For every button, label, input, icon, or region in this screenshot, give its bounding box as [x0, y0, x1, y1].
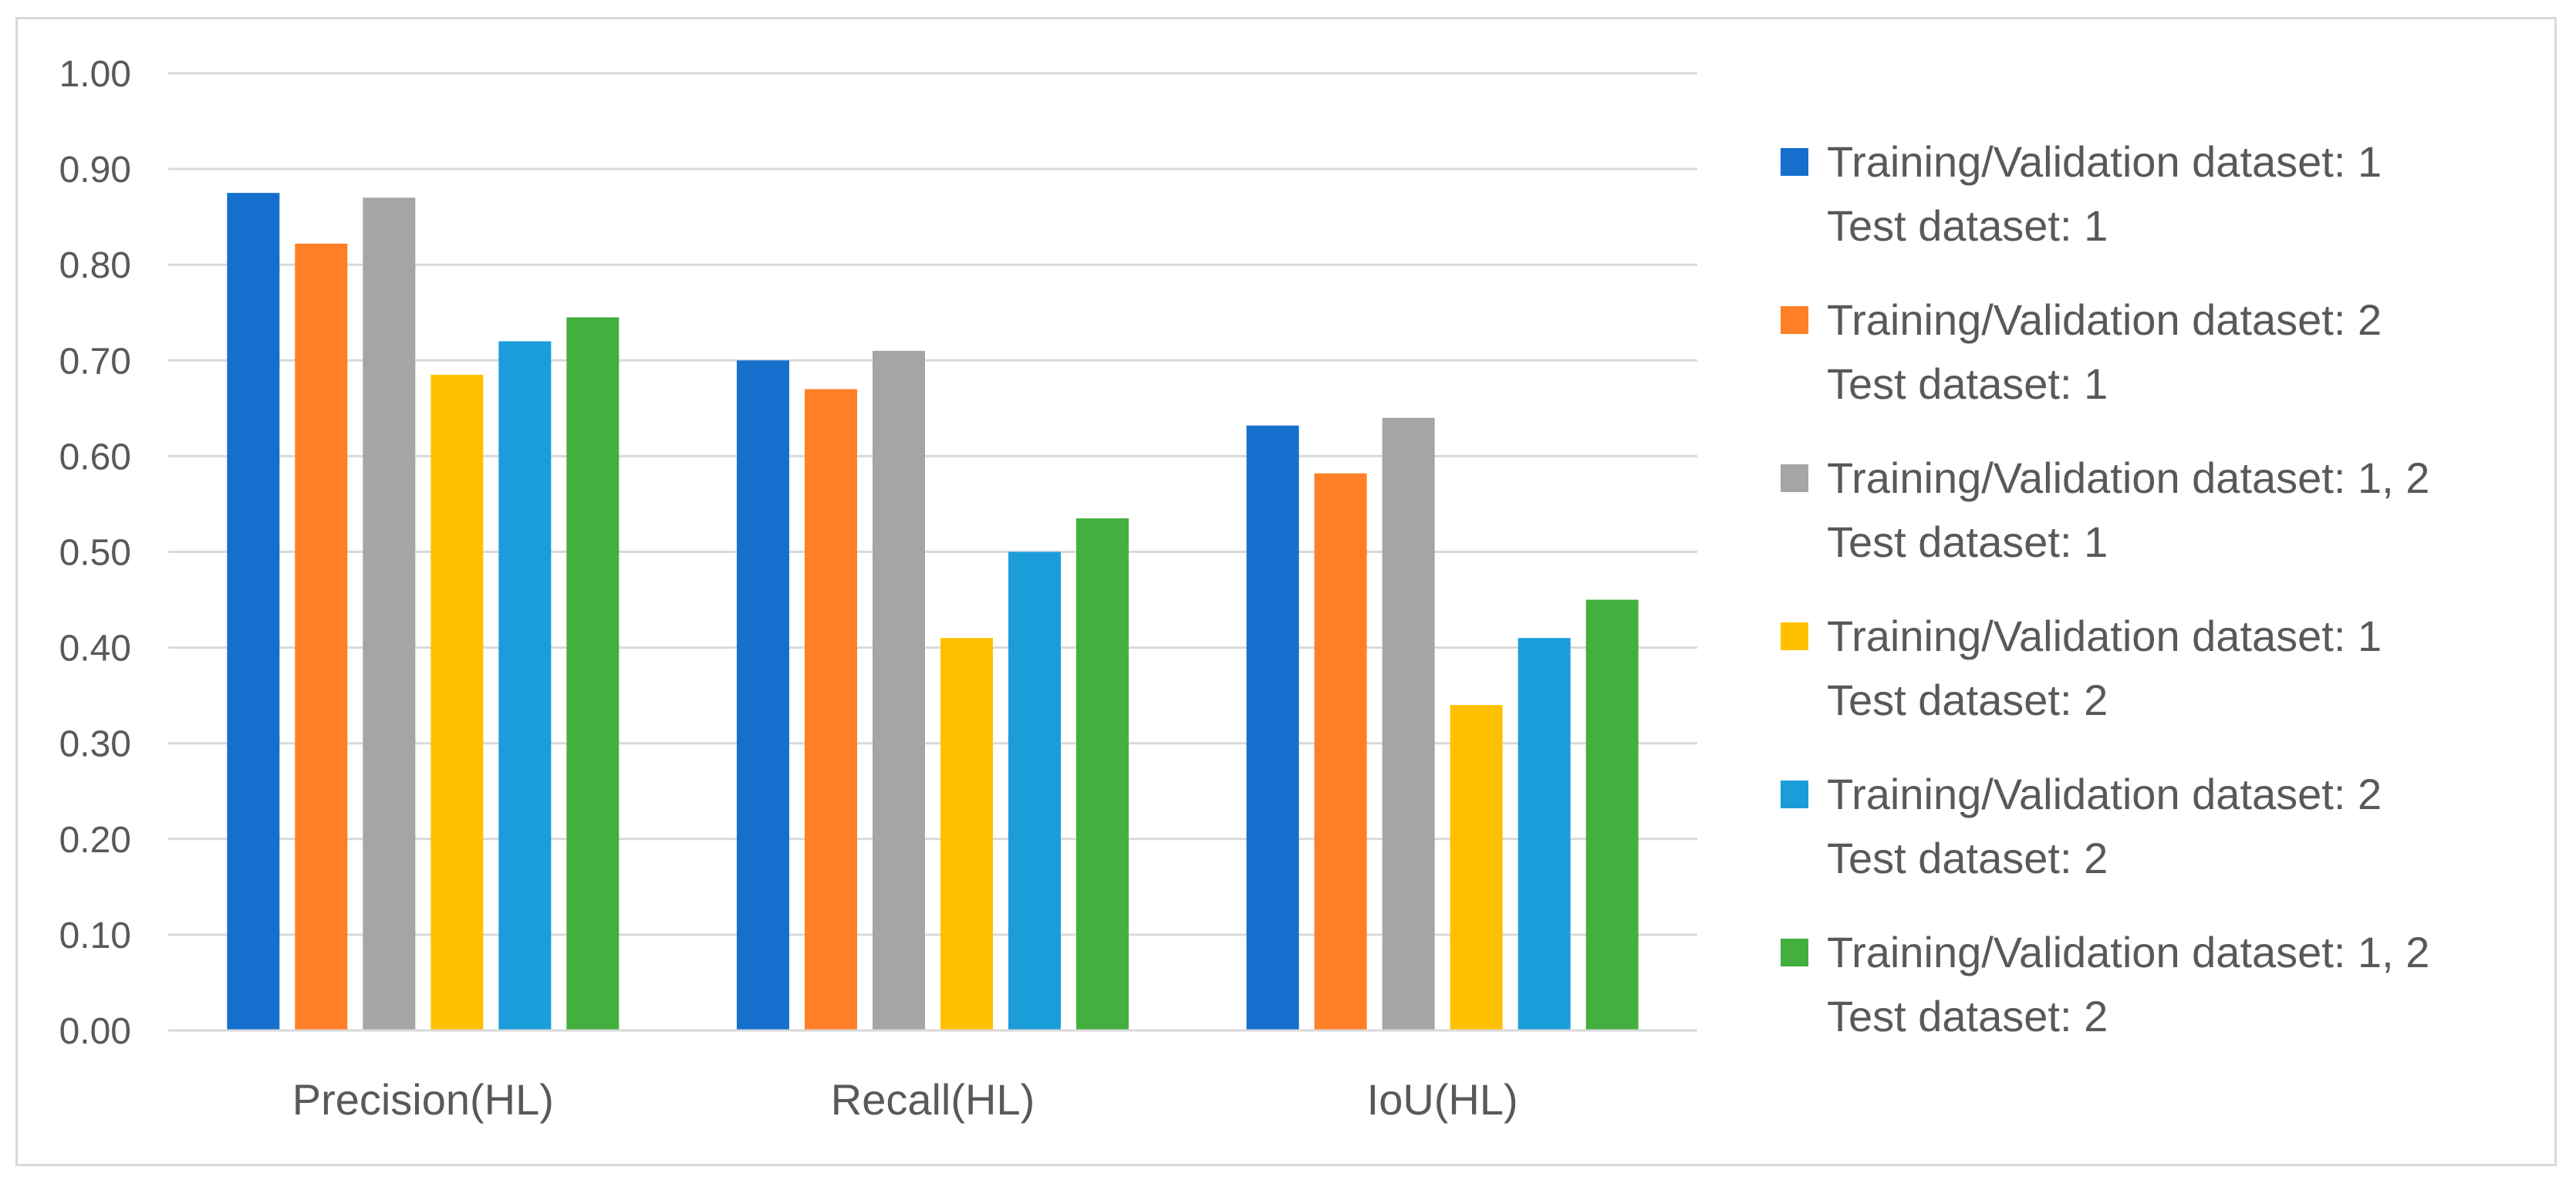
x-category-label: IoU(HL) [1367, 1075, 1518, 1124]
bar-3-1 [1246, 425, 1299, 1030]
y-tick-label: 0.00 [59, 1011, 131, 1052]
y-tick-label: 1.00 [59, 54, 131, 95]
y-tick-label: 0.40 [59, 629, 131, 669]
legend-label-line2: Test dataset: 2 [1827, 676, 2108, 724]
legend-swatch [1781, 781, 1808, 808]
bar-2-4 [940, 638, 993, 1030]
legend-item: Training/Validation dataset: 2 Test datas… [1781, 295, 2382, 408]
x-category-label: Recall(HL) [831, 1075, 1035, 1124]
bar-1-4 [430, 374, 484, 1030]
y-tick-label: 0.60 [59, 437, 131, 477]
bar-1-3 [363, 197, 416, 1031]
x-axis: Precision(HL) Recall(HL) IoU(HL) [168, 1029, 1697, 1124]
legend-label-line2: Test dataset: 2 [1827, 834, 2108, 882]
y-tick-label: 0.10 [59, 916, 131, 956]
y-tick-label: 0.70 [59, 341, 131, 382]
legend-label-line1: Training/Validation dataset: 1, 2 [1827, 454, 2429, 502]
y-tick-label: 0.90 [59, 150, 131, 191]
y-tick-label: 0.20 [59, 820, 131, 861]
bar-1-1 [227, 193, 280, 1030]
bar-2-6 [1076, 518, 1129, 1030]
legend: Training/Validation dataset: 1 Test datas… [1781, 137, 2429, 1040]
legend-label-line1: Training/Validation dataset: 2 [1827, 770, 2382, 818]
legend-label-line1: Training/Validation dataset: 1 [1827, 612, 2382, 660]
legend-swatch [1781, 464, 1808, 492]
y-axis-tick-labels: 0.00 0.10 0.20 0.30 0.40 0.50 0.60 0.70 0.80 0.90… [59, 54, 131, 1052]
legend-swatch [1781, 306, 1808, 334]
bar-3-6 [1585, 599, 1639, 1030]
legend-label-line2: Test dataset: 1 [1827, 359, 2108, 408]
bars [227, 193, 1639, 1031]
bar-3-2 [1314, 473, 1367, 1030]
legend-label-line2: Test dataset: 1 [1827, 518, 2108, 566]
bar-3-5 [1518, 638, 1571, 1030]
y-tick-label: 0.80 [59, 245, 131, 286]
gridlines [168, 72, 1697, 936]
x-category-label: Precision(HL) [292, 1075, 554, 1124]
bar-2-5 [1008, 551, 1061, 1030]
legend-swatch [1781, 939, 1808, 966]
y-tick-label: 0.30 [59, 724, 131, 765]
legend-label-line1: Training/Validation dataset: 2 [1827, 295, 2382, 344]
bar-1-5 [498, 341, 552, 1031]
bar-3-4 [1450, 705, 1503, 1030]
legend-swatch [1781, 622, 1808, 650]
legend-item: Training/Validation dataset: 1, 2 Test da… [1781, 928, 2429, 1040]
bar-1-6 [566, 317, 620, 1031]
legend-label-line2: Test dataset: 1 [1827, 201, 2108, 250]
legend-swatch [1781, 148, 1808, 176]
y-tick-label: 0.50 [59, 533, 131, 574]
legend-item: Training/Validation dataset: 1 Test datas… [1781, 612, 2382, 724]
legend-item: Training/Validation dataset: 1 Test datas… [1781, 137, 2382, 250]
bar-2-1 [737, 360, 789, 1030]
bar-2-2 [805, 389, 857, 1030]
bar-2-3 [873, 350, 925, 1030]
legend-label-line2: Test dataset: 2 [1827, 992, 2108, 1040]
bar-3-3 [1382, 417, 1435, 1030]
legend-item: Training/Validation dataset: 1, 2 Test da… [1781, 454, 2429, 566]
legend-item: Training/Validation dataset: 2 Test datas… [1781, 770, 2382, 882]
legend-label-line1: Training/Validation dataset: 1, 2 [1827, 928, 2429, 976]
bar-1-2 [295, 243, 348, 1030]
legend-label-line1: Training/Validation dataset: 1 [1827, 137, 2382, 186]
